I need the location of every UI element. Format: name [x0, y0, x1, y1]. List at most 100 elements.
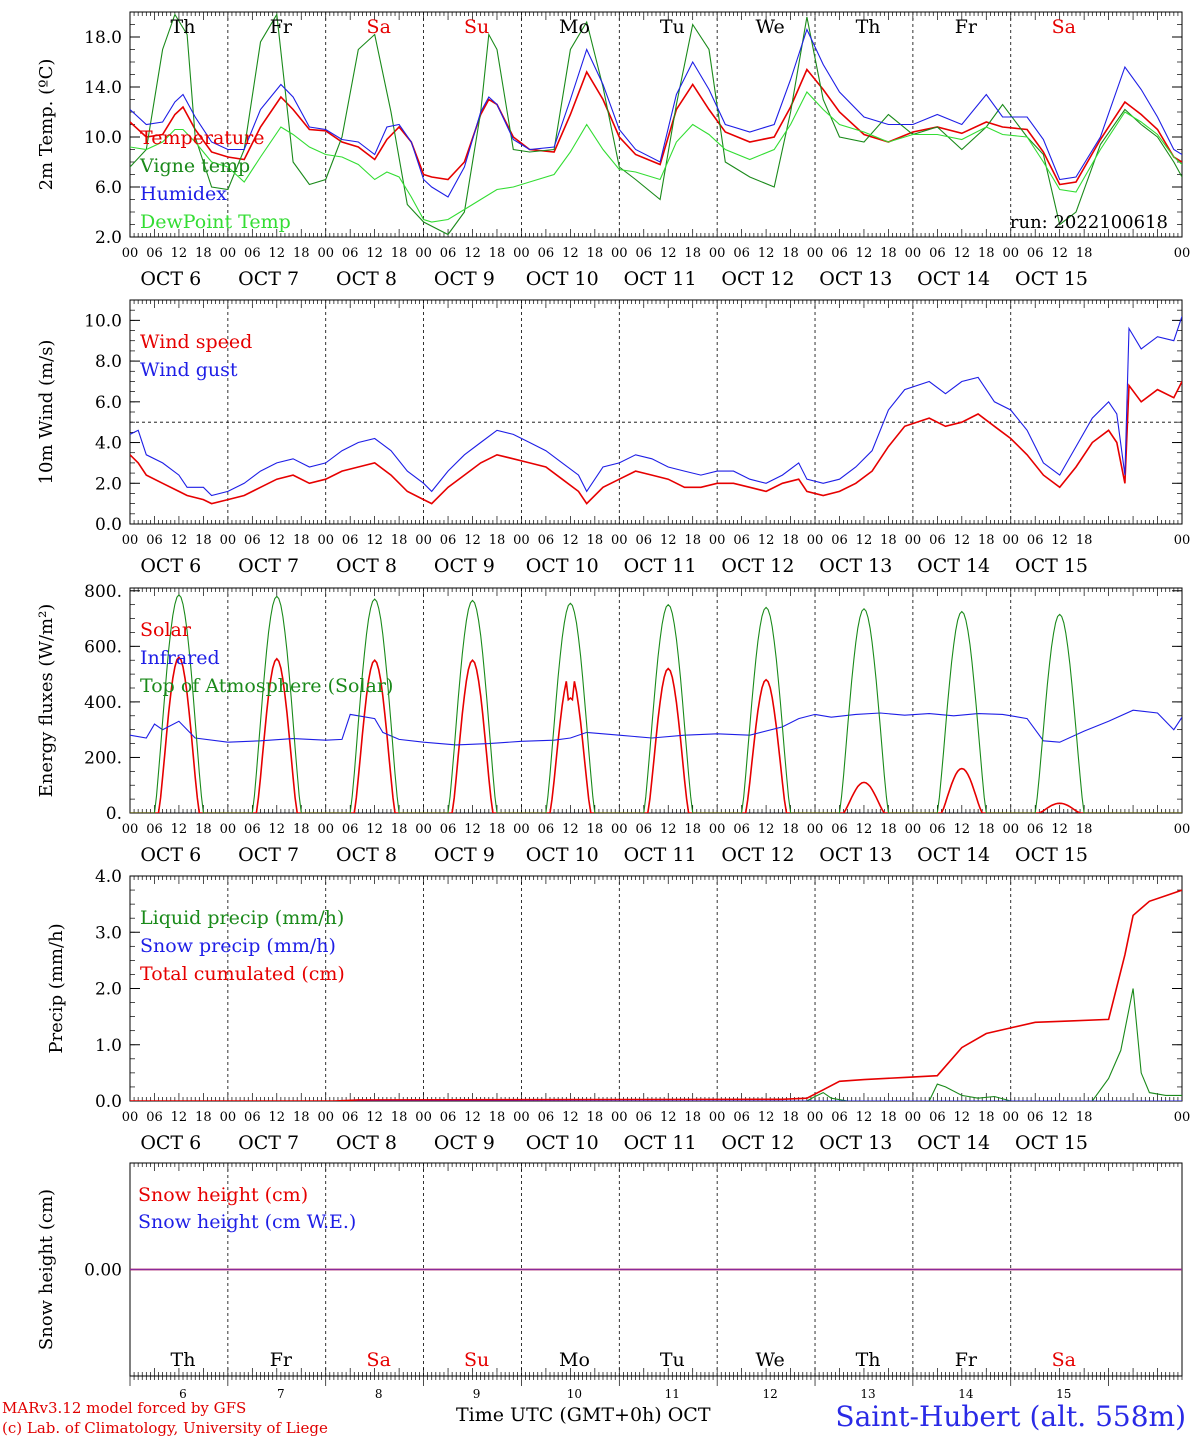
hour-tick-label: 00	[709, 246, 726, 261]
hour-tick-label: 00	[122, 1110, 139, 1125]
day-name: Th	[856, 1349, 881, 1371]
hour-tick-label: 06	[244, 533, 261, 548]
date-label: OCT 13	[819, 268, 892, 290]
date-number: 14	[958, 1387, 974, 1401]
series-line	[130, 889, 1182, 1101]
hour-tick-label: 00	[1002, 533, 1019, 548]
time-axis-label: Time UTC (GMT+0h) OCT	[456, 1404, 711, 1426]
hour-tick-label: 18	[880, 1110, 897, 1125]
hour-tick-label: 18	[978, 533, 995, 548]
hour-tick-label: 12	[171, 246, 188, 261]
series-line	[130, 656, 1182, 813]
y-axis-label: Precip (mm/h)	[46, 923, 67, 1053]
hour-tick-label: 06	[146, 1110, 163, 1125]
y-axis-label: 10m Wind (m/s)	[36, 340, 57, 485]
hour-tick-label: 00	[415, 822, 432, 837]
hour-tick-label: 00	[513, 822, 530, 837]
hour-tick-label: 00	[220, 1110, 237, 1125]
legend-entry: Snow height (cm)	[138, 1184, 308, 1206]
hour-tick-label: 06	[1027, 822, 1044, 837]
hour-tick-label: 06	[146, 533, 163, 548]
y-tick-label: 0.0	[95, 1092, 122, 1112]
hour-tick-label: 06	[733, 822, 750, 837]
hour-tick-label: 12	[660, 246, 677, 261]
legend-entry: Liquid precip (mm/h)	[140, 907, 344, 929]
y-tick-label: 2.0	[95, 228, 122, 248]
date-label: OCT 7	[238, 1132, 299, 1154]
date-label: OCT 11	[624, 844, 697, 866]
date-label: OCT 6	[140, 268, 201, 290]
hour-tick-label: 00	[905, 1110, 922, 1125]
hour-tick-label: 12	[269, 533, 286, 548]
panel-2: 0.0 2.0 4.0 6.0 8.0 10.0 10m Wind (m/s) Wind sp…	[36, 299, 1191, 577]
hour-tick-label: 00	[220, 822, 237, 837]
legend-entry: Solar	[140, 619, 192, 641]
hour-tick-label: 06	[635, 246, 652, 261]
hour-tick-label: 12	[758, 1110, 775, 1125]
hour-tick-label: 00	[1174, 533, 1191, 548]
hour-tick-label: 00	[1174, 822, 1191, 837]
hour-tick-label: 06	[440, 822, 457, 837]
hour-tick-label: 18	[880, 822, 897, 837]
hour-tick-label: 18	[978, 1110, 995, 1125]
date-number: 6	[179, 1387, 187, 1401]
date-label: OCT 11	[624, 555, 697, 577]
hour-tick-label: 18	[391, 822, 408, 837]
hour-tick-label: 06	[1027, 246, 1044, 261]
hour-tick-label: 06	[1027, 1110, 1044, 1125]
hour-tick-label: 00	[317, 246, 334, 261]
hour-tick-label: 18	[489, 533, 506, 548]
date-label: OCT 15	[1015, 268, 1088, 290]
date-label: OCT 7	[238, 844, 299, 866]
hour-tick-label: 12	[562, 822, 579, 837]
y-tick-label: 0.	[106, 804, 122, 824]
hour-tick-label: 00	[513, 246, 530, 261]
hour-tick-label: 18	[1076, 533, 1093, 548]
date-label: OCT 10	[526, 268, 599, 290]
hour-tick-label: 00	[807, 246, 824, 261]
date-label: OCT 8	[336, 1132, 397, 1154]
date-label: OCT 9	[434, 555, 495, 577]
hour-tick-label: 12	[758, 246, 775, 261]
y-tick-label: 3.0	[95, 923, 122, 943]
hour-tick-label: 00	[709, 533, 726, 548]
hour-tick-label: 12	[464, 1110, 481, 1125]
day-name: Mo	[559, 16, 590, 38]
date-number: 10	[567, 1387, 582, 1401]
hour-tick-label: 18	[293, 1110, 310, 1125]
panel-4: 0.0 1.0 2.0 3.0 4.0 Precip (mm/h) Liquid preci…	[46, 867, 1190, 1154]
date-label: OCT 14	[917, 268, 990, 290]
day-name: Mo	[559, 1349, 590, 1371]
hour-tick-label: 00	[611, 822, 628, 837]
hour-tick-label: 00	[415, 246, 432, 261]
hour-tick-label: 00	[1174, 1110, 1191, 1125]
hour-tick-label: 12	[856, 1110, 873, 1125]
day-name: Fr	[270, 1349, 293, 1371]
hour-tick-label: 12	[269, 822, 286, 837]
hour-tick-label: 06	[929, 533, 946, 548]
station-label: Saint-Hubert (alt. 558m)	[835, 1400, 1186, 1433]
hour-tick-label: 18	[195, 246, 212, 261]
hour-tick-label: 06	[342, 246, 359, 261]
hour-tick-label: 06	[635, 533, 652, 548]
hour-tick-label: 18	[195, 822, 212, 837]
hour-tick-label: 18	[684, 246, 701, 261]
date-label: OCT 15	[1015, 1132, 1088, 1154]
hour-tick-label: 12	[269, 1110, 286, 1125]
hour-tick-label: 18	[195, 1110, 212, 1125]
hour-tick-label: 12	[954, 822, 971, 837]
hour-tick-label: 12	[856, 822, 873, 837]
hour-tick-label: 18	[782, 246, 799, 261]
run-annotation: run: 2022100618	[1010, 212, 1168, 233]
date-label: OCT 12	[721, 555, 794, 577]
hour-tick-label: 12	[660, 822, 677, 837]
hour-tick-label: 00	[317, 533, 334, 548]
hour-tick-label: 00	[1002, 1110, 1019, 1125]
credit-line-model: MARv3.12 model forced by GFS	[2, 1399, 247, 1417]
date-label: OCT 10	[526, 555, 599, 577]
hour-tick-label: 00	[905, 822, 922, 837]
date-label: OCT 9	[434, 1132, 495, 1154]
date-label: OCT 9	[434, 844, 495, 866]
date-label: OCT 14	[917, 1132, 990, 1154]
